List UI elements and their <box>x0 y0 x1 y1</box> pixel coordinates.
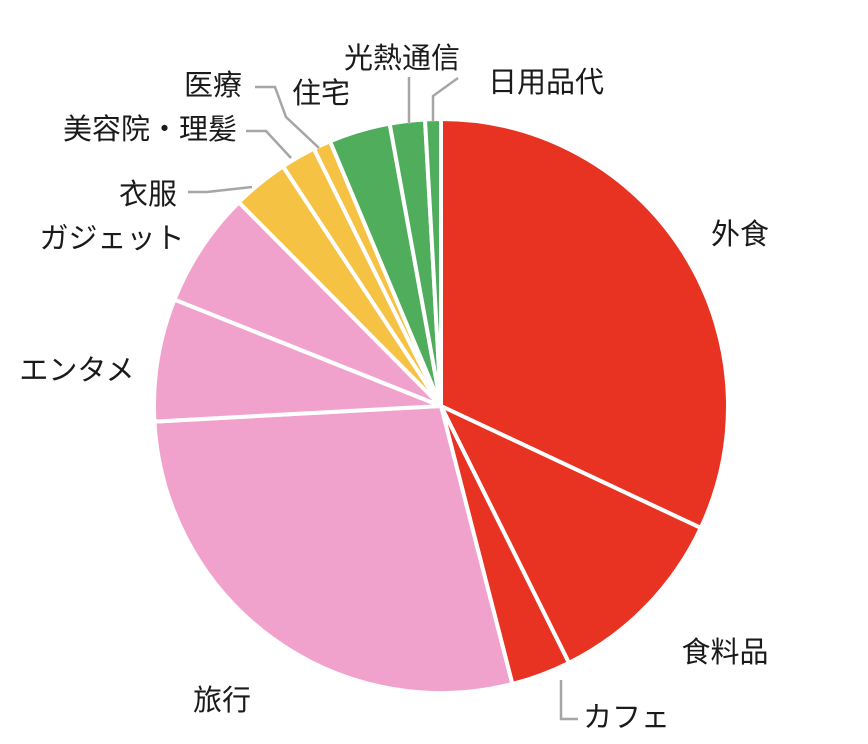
leader-line-8 <box>246 129 292 159</box>
slice-label-7: 衣服 <box>119 177 177 211</box>
pie-slice-1 <box>439 117 731 530</box>
slice-label-8: 美容院・理髪 <box>63 112 237 146</box>
leader-line-7 <box>188 185 253 194</box>
slice-label-6: ガジェット <box>39 221 184 255</box>
pie-slice-6 <box>172 200 443 408</box>
pie-slice-2 <box>439 404 703 665</box>
pie-slice-5 <box>152 297 443 424</box>
slice-label-10: 住宅 <box>292 76 350 110</box>
leader-line-12 <box>431 76 459 122</box>
leader-line-9 <box>255 85 320 149</box>
slice-label-1: 外食 <box>711 217 769 251</box>
pie-slices <box>152 117 731 695</box>
leader-line-3 <box>559 680 578 721</box>
slice-label-12: 日用品代 <box>488 65 604 99</box>
pie-slice-4 <box>152 404 515 695</box>
slice-label-9: 医療 <box>184 68 242 102</box>
slice-label-3: カフェ <box>583 700 670 734</box>
slice-label-11: 光熱通信 <box>344 41 460 75</box>
slice-label-4: 旅行 <box>193 683 251 717</box>
slice-label-5: エンタメ <box>19 353 134 387</box>
slice-label-2: 食料品 <box>681 635 768 669</box>
leader-lines <box>188 76 578 721</box>
